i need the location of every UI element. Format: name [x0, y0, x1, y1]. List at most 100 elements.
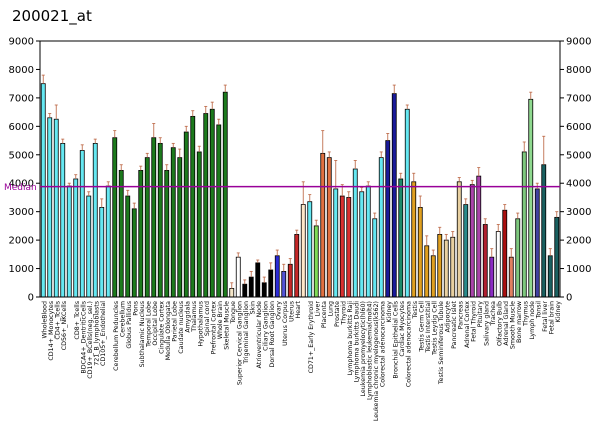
bar — [131, 208, 137, 298]
x-tick-label: Fetal liver — [542, 301, 549, 332]
x-tick-label: Colorectal adenocarcinoma — [379, 301, 386, 387]
x-tick-label: CD71+_Early Erythroid — [308, 301, 315, 373]
x-tick-label: Testis — [412, 301, 419, 319]
bar — [307, 201, 313, 298]
x-tick-label: Tonsil — [535, 301, 542, 320]
x-tick-label: Skin — [249, 301, 256, 314]
y-tick-label: 2000 — [9, 236, 34, 247]
bar — [138, 170, 144, 298]
bar — [437, 234, 443, 298]
y-tick-label: 5000 — [9, 150, 34, 161]
x-tick-label: Uterus Corpus — [282, 301, 289, 346]
bar — [268, 269, 274, 298]
bar — [424, 245, 430, 298]
bar — [118, 170, 124, 298]
x-tick-label: Testis Germ Cell — [418, 301, 425, 353]
x-tick-label: Whole Brain — [217, 301, 224, 339]
x-tick-label: Pituitary — [477, 301, 484, 328]
x-tick-label: Lymphoma burkitts Raji — [347, 301, 354, 376]
chart-title: 200021_at — [12, 7, 92, 25]
x-tick-label: Uterus — [288, 301, 295, 322]
bar — [313, 225, 319, 298]
bar — [469, 184, 475, 298]
bar — [385, 140, 391, 298]
x-tick-label: Parietal Lobe — [171, 301, 178, 342]
bar — [53, 118, 59, 298]
bars-layer — [40, 74, 560, 298]
bar — [554, 216, 560, 298]
x-tick-label: Lymphoblastic leukemia(molt4) — [366, 301, 373, 400]
bar — [482, 224, 488, 298]
bar — [164, 170, 170, 298]
bar — [73, 178, 79, 298]
y-tick-label-right: 4000 — [566, 179, 591, 190]
x-tick-label: Fetal Thyroid — [470, 301, 477, 342]
bar — [528, 98, 534, 298]
x-tick-label: Tongue — [230, 301, 237, 325]
x-tick-label: Hypothalamus — [197, 301, 204, 347]
bar — [372, 218, 378, 298]
y-tick-label: 3000 — [9, 207, 34, 218]
bar — [105, 185, 111, 298]
x-tick-label: Lymphoma burkitts Daudi — [353, 301, 360, 383]
x-tick-label: Prefrontal Cortex — [210, 301, 217, 355]
bar — [417, 206, 423, 298]
x-tick-label: Thymus — [522, 301, 529, 327]
bar — [92, 142, 98, 298]
bar — [209, 108, 215, 298]
x-tick-label: Salivary gland — [483, 301, 490, 346]
bar — [47, 117, 53, 298]
bar — [495, 231, 501, 298]
bar — [248, 276, 254, 298]
x-tick-label: Liver — [314, 301, 321, 317]
bar — [294, 234, 300, 298]
bar — [346, 197, 352, 298]
bar — [112, 137, 118, 298]
y-tick-label-right: 6000 — [566, 122, 591, 133]
x-tick-label: CD4+_Tcells — [54, 301, 61, 340]
bar — [79, 150, 85, 298]
x-tick-label: Trachea — [490, 301, 497, 327]
bar — [411, 181, 417, 298]
x-tick-label: Cerebellum Peduncles — [113, 301, 120, 371]
x-tick-label: WholeBlood — [41, 301, 48, 338]
x-tick-label: Bronchial Epithelial Cells — [392, 301, 399, 379]
x-tick-label: Cerebellum — [119, 301, 126, 337]
x-tick-label: Trigeminal Ganglion — [243, 301, 250, 365]
x-tick-label: Fetal brain — [548, 301, 555, 334]
bar — [60, 142, 66, 298]
bar — [183, 131, 189, 298]
bar — [430, 255, 436, 298]
x-tick-label: Colorectal adenocarcinoma — [405, 301, 412, 387]
x-tick-label: CD19+_BCells(neg._sel.) — [87, 301, 94, 379]
x-tick-label: Testis Interstitial — [425, 301, 432, 354]
bar — [66, 185, 72, 298]
y-tick-label: 4000 — [9, 179, 34, 190]
bar — [86, 195, 92, 298]
x-tick-label: Amygdala — [184, 301, 191, 333]
x-tick-label: Cardiac Myocytes — [399, 301, 406, 357]
x-tick-label: Ovary — [275, 301, 282, 320]
axes-layer — [36, 40, 564, 298]
bar — [222, 91, 228, 298]
x-tick-label: CD105+_Endothelial — [100, 301, 107, 366]
labels-layer: 0 0 1000 1000 2000 2000 3000 3000 4000 4000 5000 50… — [4, 37, 591, 422]
bar — [359, 191, 365, 298]
plot-frame — [39, 40, 561, 298]
x-tick-label: Lymph node — [529, 301, 536, 340]
x-tick-label: Globus Pallidus — [126, 301, 133, 349]
x-tick-label: Kidney — [386, 301, 393, 323]
x-tick-label: Adrenal Cortex — [464, 301, 471, 348]
bar — [378, 157, 384, 298]
x-tick-label: Testis Seminiferous Tubule — [438, 301, 445, 385]
x-tick-label: Adrenal Gland — [503, 301, 510, 346]
x-tick-label: Atrioventricular Node — [256, 301, 263, 368]
bar — [157, 142, 163, 298]
y-tick-label: 1000 — [9, 264, 34, 275]
x-tick-label: CD56+_NKCells — [61, 301, 68, 350]
bar — [196, 151, 202, 298]
bar — [502, 209, 508, 298]
bar — [508, 256, 514, 298]
x-tick-label: Olfactory Bulb — [496, 301, 503, 346]
x-tick-label: Pancreas — [457, 301, 464, 329]
